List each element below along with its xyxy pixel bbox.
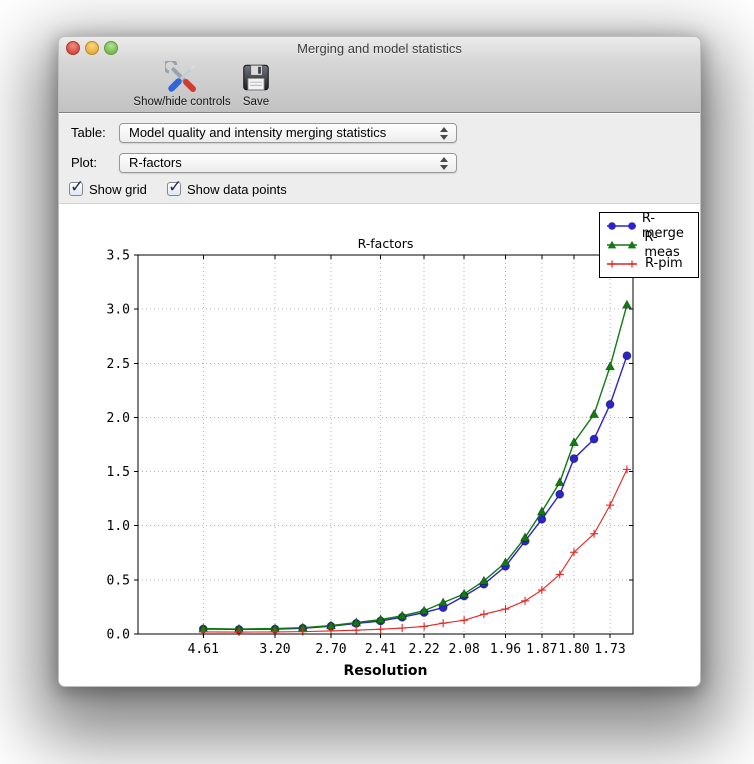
x-tick-label: 3.20: [259, 642, 290, 657]
data-point-R-meas: [520, 532, 531, 542]
y-tick-label: 1.0: [107, 519, 130, 534]
data-point-R-meas: [568, 437, 579, 447]
data-point-R-meas: [500, 557, 511, 567]
show-grid-checkbox-box[interactable]: ✓: [69, 177, 84, 197]
plot-legend: R-merge R-meas R-pim: [599, 211, 699, 278]
plot-select[interactable]: R-factors: [119, 153, 457, 173]
data-point-R-meas: [554, 477, 565, 487]
data-point-R-meas: [621, 299, 632, 309]
legend-marker-R-merge: [607, 221, 636, 230]
app-window: Merging and model statistics Show/hide c…: [58, 36, 701, 687]
data-point-R-meas: [397, 610, 408, 620]
x-axis-title: Resolution: [343, 663, 427, 679]
y-tick-label: 2.0: [107, 411, 130, 426]
show-data-points-checkbox-box[interactable]: ✓: [167, 177, 182, 197]
y-tick-label: 3.0: [107, 303, 130, 318]
window-title: Merging and model statistics: [297, 41, 462, 56]
x-tick-label: 1.87: [526, 642, 557, 657]
title-bar[interactable]: Merging and model statistics: [59, 37, 700, 59]
x-tick-label: 1.80: [558, 642, 589, 657]
show-data-points-checkbox[interactable]: ✓ Show data points: [167, 177, 307, 197]
legend-marker-R-meas: [607, 240, 637, 248]
legend-label-R-meas: R-meas: [644, 229, 680, 260]
control-panel: Table: Model quality and intensity mergi…: [59, 114, 700, 204]
minimize-button[interactable]: [85, 41, 99, 55]
table-select-value: Model quality and intensity merging stat…: [129, 125, 387, 140]
save-icon: [243, 64, 269, 91]
plot-title: R-factors: [358, 236, 414, 251]
legend-label-R-merge: R-merge: [641, 210, 684, 241]
x-tick-label: 2.22: [408, 642, 439, 657]
data-point-R-merge: [555, 489, 565, 499]
data-point-R-meas: [438, 597, 449, 607]
plot-figure: 4.61 3.20 2.70 2.41 2.22 2.08 1.96 1.87 1.80 1.73…: [59, 204, 700, 686]
data-point-R-merge: [605, 400, 615, 409]
table-label: Table:: [71, 125, 106, 140]
x-tick-label: 4.61: [188, 642, 219, 657]
data-point-R-merge: [589, 434, 599, 444]
plot-label: Plot:: [71, 155, 98, 170]
data-point-R-meas: [351, 617, 362, 627]
toolbar: Show/hide controls Save: [59, 59, 700, 113]
data-point-R-merge: [622, 351, 632, 361]
save-label: Save: [242, 96, 270, 108]
data-point-R-meas: [419, 605, 430, 615]
x-tick-label: 1.96: [490, 642, 521, 657]
plot-canvas: 4.61 3.20 2.70 2.41 2.22 2.08 1.96 1.87 1.80 1.73…: [107, 236, 634, 679]
data-point-R-meas: [478, 575, 489, 585]
data-point-R-meas: [375, 614, 386, 624]
data-point-R-meas: [536, 506, 547, 516]
x-tick-label: 2.08: [448, 642, 479, 657]
tools-icon: [165, 61, 196, 92]
plot-select-value: R-factors: [129, 155, 182, 170]
y-tick-label: 3.5: [107, 249, 130, 264]
x-tick-label: 2.70: [315, 642, 346, 657]
show-grid-label: Show grid: [89, 182, 147, 197]
check-icon: ✓: [70, 177, 85, 197]
show-hide-controls-label: Show/hide controls: [133, 96, 231, 108]
popup-stepper-icon: [439, 126, 450, 141]
y-tick-label: 2.5: [107, 357, 130, 372]
y-tick-label: 0.0: [107, 628, 130, 643]
legend-entry-R-meas: R-meas: [605, 230, 692, 260]
data-point-R-meas: [459, 588, 470, 598]
data-point-R-meas: [589, 408, 600, 418]
legend-entry-R-merge: R-merge: [605, 211, 692, 241]
zoom-button[interactable]: [104, 41, 118, 55]
save-button[interactable]: Save: [233, 61, 279, 108]
y-tick-label: 1.5: [107, 465, 130, 480]
legend-label-R-pim: R-pim: [645, 256, 683, 271]
axes-frame: [137, 254, 634, 635]
table-select[interactable]: Model quality and intensity merging stat…: [119, 123, 457, 143]
show-hide-controls-button[interactable]: Show/hide controls: [123, 61, 241, 108]
y-tick-label: 0.5: [107, 573, 130, 588]
show-grid-checkbox[interactable]: ✓ Show grid: [69, 177, 164, 197]
close-button[interactable]: [66, 41, 80, 55]
series-line-R-pim: [203, 469, 628, 633]
data-point-R-merge: [537, 514, 547, 524]
x-tick-label: 2.41: [365, 642, 396, 657]
check-icon: ✓: [168, 177, 183, 197]
legend-marker-R-pim: [607, 260, 637, 267]
series-line-R-meas: [203, 304, 628, 630]
popup-stepper-icon: [439, 156, 450, 171]
x-tick-label: 1.73: [594, 642, 625, 657]
data-point-R-meas: [605, 361, 616, 371]
show-data-points-label: Show data points: [187, 182, 287, 197]
legend-entry-R-pim: R-pim: [605, 254, 692, 273]
data-point-R-merge: [569, 454, 579, 463]
